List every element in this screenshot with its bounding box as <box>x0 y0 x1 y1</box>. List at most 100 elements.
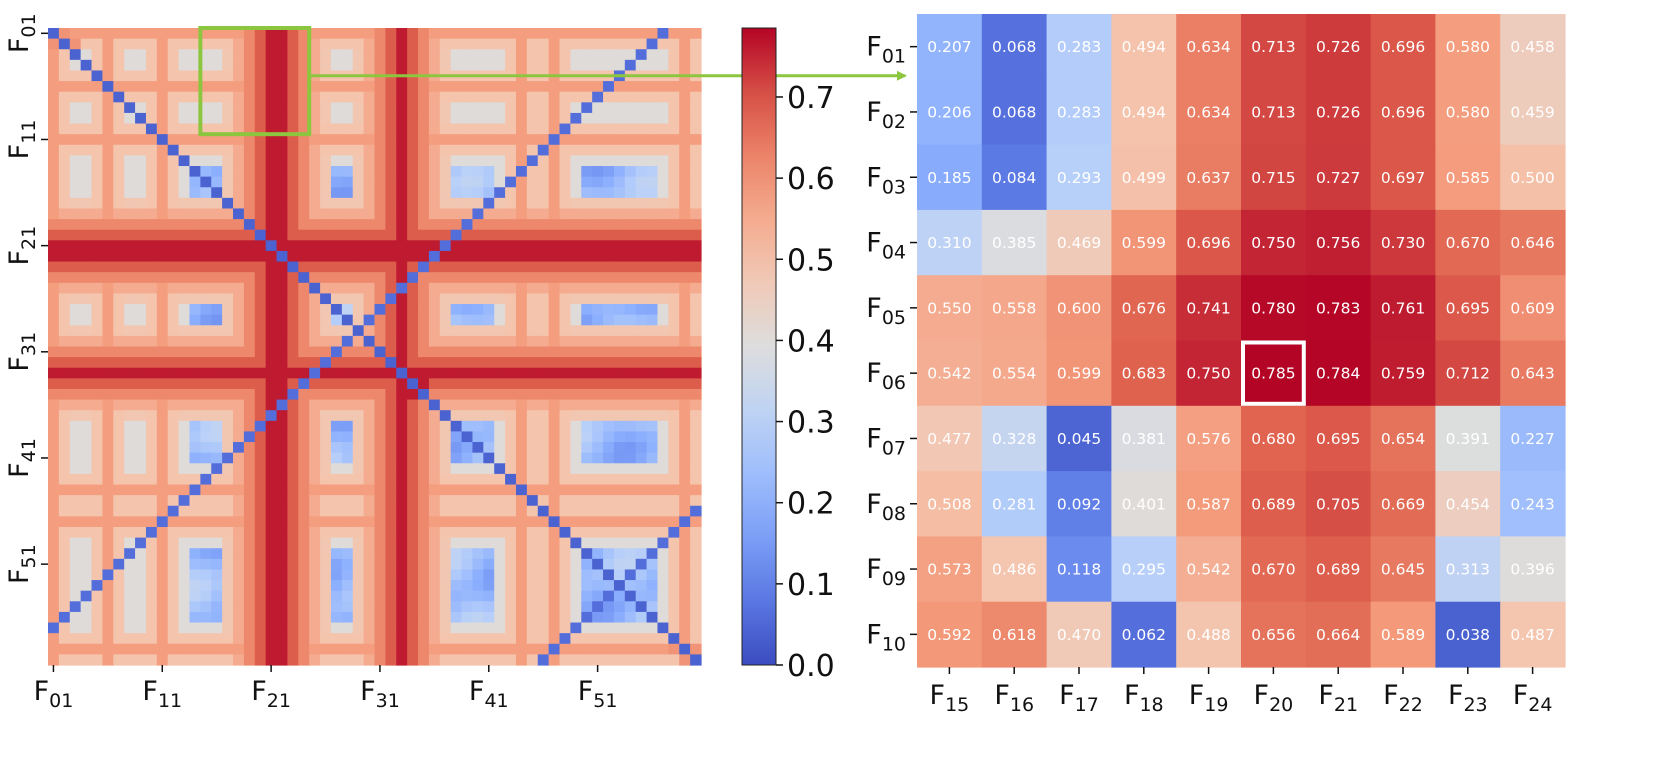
heatmap-cell <box>222 346 234 358</box>
heatmap-cell <box>548 420 561 433</box>
zoom-cell <box>1241 14 1307 80</box>
heatmap-cell <box>559 261 571 273</box>
heatmap-cell <box>320 325 332 337</box>
heatmap-cell <box>211 399 223 411</box>
heatmap-cell <box>102 643 114 655</box>
heatmap-cell <box>592 569 604 581</box>
heatmap-cell <box>690 431 702 443</box>
heatmap-cell <box>298 102 310 114</box>
heatmap-cell <box>483 357 495 369</box>
heatmap-cell <box>505 580 517 592</box>
zoom-cell-value: 0.469 <box>1057 234 1101 252</box>
heatmap-cell <box>515 463 528 475</box>
heatmap-cell <box>570 176 582 188</box>
heatmap-cell <box>559 473 571 486</box>
heatmap-cell <box>581 590 593 602</box>
heatmap-cell <box>396 378 408 390</box>
heatmap-cell <box>363 91 376 103</box>
heatmap-cell <box>418 59 430 72</box>
heatmap-cell <box>156 123 169 135</box>
heatmap-cell <box>396 134 408 146</box>
heatmap-cell <box>537 304 550 316</box>
heatmap-cell <box>200 304 212 316</box>
heatmap-cell <box>167 28 180 40</box>
heatmap-cell <box>265 516 278 528</box>
heatmap-cell <box>679 134 691 146</box>
heatmap-cell <box>69 134 82 146</box>
heatmap-cell <box>418 325 430 337</box>
heatmap-cell <box>407 282 419 295</box>
heatmap-cell <box>58 452 71 464</box>
heatmap-cell <box>80 558 93 571</box>
heatmap-cell <box>646 495 659 507</box>
heatmap-cell <box>635 219 648 231</box>
zoom-cell <box>1176 536 1242 603</box>
heatmap-cell <box>298 516 310 528</box>
heatmap-cell <box>200 611 212 624</box>
heatmap-cell <box>472 91 484 103</box>
zoom-col-label: F16 <box>994 680 1034 716</box>
heatmap-cell <box>494 123 506 135</box>
heatmap-cell <box>309 590 321 602</box>
heatmap-cell <box>668 643 680 655</box>
heatmap-cell <box>48 410 60 422</box>
heatmap-cell <box>102 590 114 602</box>
heatmap-cell <box>439 463 452 475</box>
heatmap-cell <box>407 166 419 178</box>
heatmap-cell <box>48 197 60 210</box>
zoom-cell-value: 0.750 <box>1251 234 1295 252</box>
heatmap-cell <box>559 420 571 433</box>
heatmap-cell <box>58 367 71 379</box>
heatmap-cell <box>189 558 201 571</box>
heatmap-cell <box>428 102 441 114</box>
heatmap-cell <box>48 367 60 379</box>
heatmap-cell <box>276 388 289 401</box>
heatmap-cell <box>243 28 256 40</box>
heatmap-cell <box>374 134 386 146</box>
zoom-cell <box>1111 471 1177 537</box>
heatmap-cell <box>265 70 278 82</box>
heatmap-cell <box>135 208 147 220</box>
zoom-cell-value: 0.712 <box>1446 365 1490 383</box>
heatmap-cell <box>624 484 637 496</box>
heatmap-cell <box>276 187 289 199</box>
heatmap-cell <box>124 134 136 146</box>
heatmap-cell <box>254 91 267 103</box>
heatmap-cell <box>189 123 201 135</box>
heatmap-cell <box>80 261 93 273</box>
heatmap-cell <box>156 399 169 411</box>
heatmap-cell <box>124 102 136 114</box>
heatmap-cell <box>526 325 539 337</box>
heatmap-cell <box>646 134 659 146</box>
heatmap-cell <box>178 516 191 528</box>
heatmap-cell <box>450 91 463 103</box>
heatmap-cell <box>265 176 278 188</box>
heatmap-cell <box>124 484 136 496</box>
heatmap-cell <box>505 495 517 507</box>
zoom-cell <box>1046 601 1112 668</box>
heatmap-cell <box>113 346 125 358</box>
heatmap-cell <box>135 601 147 613</box>
heatmap-cell <box>341 654 354 666</box>
heatmap-cell <box>276 622 289 634</box>
heatmap-cell <box>135 399 147 411</box>
heatmap-cell <box>679 272 691 284</box>
heatmap-cell <box>624 155 637 167</box>
heatmap-cell <box>570 611 582 624</box>
heatmap-cell <box>679 580 691 592</box>
heatmap-cell <box>581 654 593 666</box>
heatmap-cell <box>233 304 245 316</box>
heatmap-cell <box>91 367 104 379</box>
heatmap-cell <box>592 187 604 199</box>
heatmap-cell <box>352 272 365 284</box>
heatmap-cell <box>233 28 245 40</box>
heatmap-cell <box>48 325 60 337</box>
heatmap-cell <box>287 261 299 273</box>
heatmap-cell <box>211 537 223 549</box>
heatmap-cell <box>48 187 60 199</box>
heatmap-cell <box>222 219 234 231</box>
heatmap-cell <box>91 601 104 613</box>
heatmap-cell <box>613 548 626 560</box>
heatmap-cell <box>233 325 245 337</box>
heatmap-cell <box>58 112 71 125</box>
